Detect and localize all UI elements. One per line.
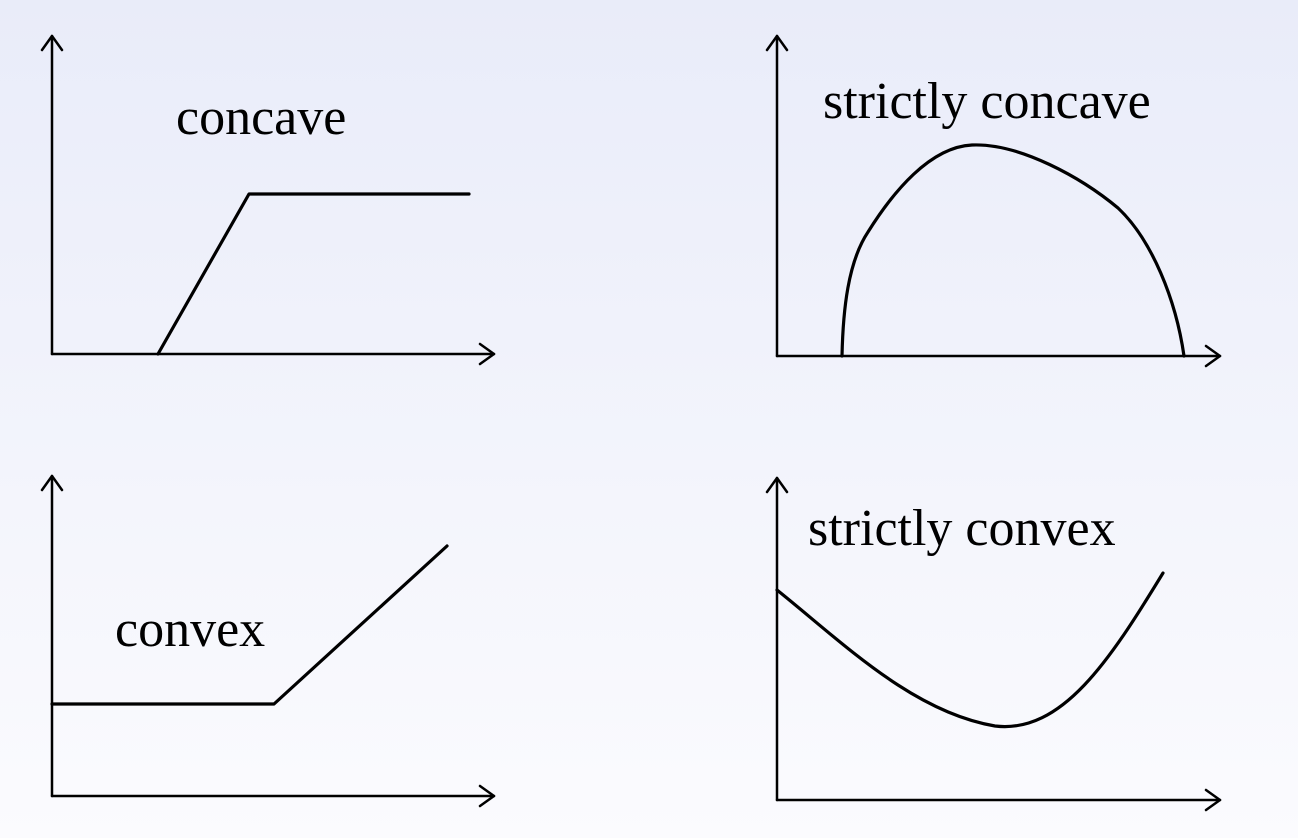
- concave-curve: [156, 192, 471, 356]
- convex-y-arrowhead: [40, 474, 64, 492]
- strictly-concave-curve: [840, 143, 1186, 358]
- concave-axes: [40, 34, 496, 366]
- strictly-convex-y-arrowhead: [765, 476, 789, 494]
- convex-axes: [40, 474, 496, 808]
- strictly-convex-label: strictly convex: [808, 500, 1116, 557]
- strictly-convex-curve: [775, 571, 1165, 729]
- panel-strictly-convex: strictly convex: [765, 476, 1222, 812]
- strictly-concave-axes: [765, 34, 1222, 368]
- concave-y-arrowhead: [40, 34, 64, 52]
- panel-concave: concave: [40, 34, 496, 366]
- convex-curve: [50, 544, 449, 706]
- strictly-concave-label: strictly concave: [823, 73, 1151, 130]
- panel-convex: convex: [40, 474, 496, 808]
- convex-x-arrowhead: [478, 784, 496, 808]
- concave-x-arrowhead: [478, 342, 496, 366]
- convex-label: convex: [115, 601, 265, 658]
- concave-label: concave: [176, 89, 346, 146]
- strictly-convex-x-arrowhead: [1204, 788, 1222, 812]
- strictly-concave-x-arrowhead: [1204, 344, 1222, 368]
- strictly-concave-y-arrowhead: [765, 34, 789, 52]
- panel-strictly-concave: strictly concave: [765, 34, 1222, 368]
- strictly-convex-axes: [765, 476, 1222, 812]
